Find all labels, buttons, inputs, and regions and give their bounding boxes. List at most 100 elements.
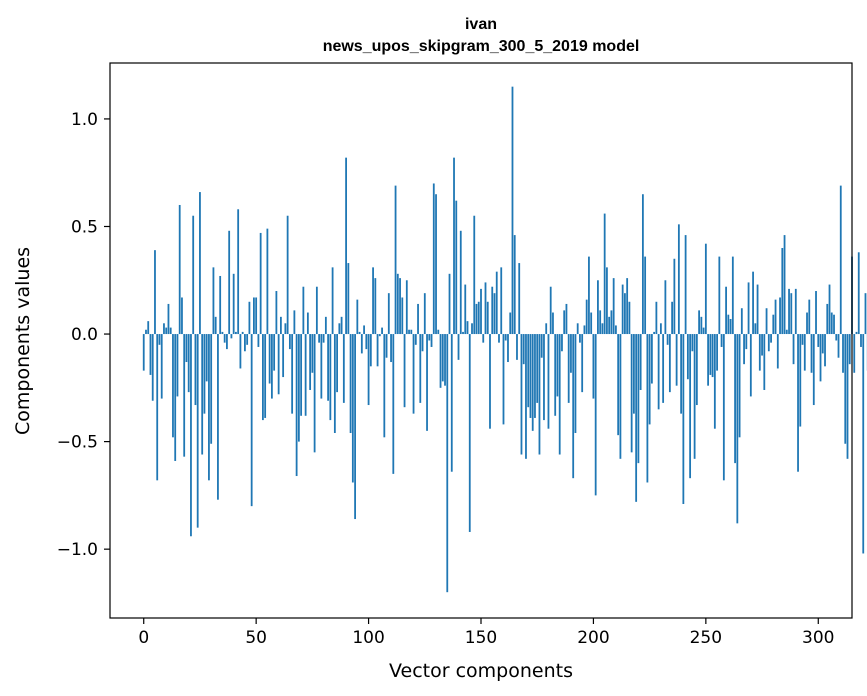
bar: [437, 329, 440, 335]
bar: [230, 334, 233, 339]
bar: [473, 215, 476, 335]
bar: [545, 323, 548, 335]
bar: [846, 334, 849, 459]
bar: [543, 334, 545, 421]
bar: [495, 271, 498, 335]
chart-title-line-1: ivan: [465, 16, 497, 33]
bar: [199, 192, 201, 335]
bar: [592, 334, 595, 399]
bar: [673, 258, 676, 335]
bar: [279, 316, 282, 335]
bar: [689, 334, 692, 479]
bar: [201, 334, 204, 455]
y-tick-label: 0.5: [71, 217, 98, 237]
bar: [304, 334, 307, 416]
bar: [686, 334, 689, 380]
bar: [702, 327, 705, 335]
bar: [401, 297, 404, 335]
bar: [655, 301, 658, 335]
bar: [381, 327, 383, 335]
bar: [700, 316, 703, 335]
bar: [626, 278, 629, 335]
bar: [630, 334, 633, 453]
bar: [606, 267, 608, 335]
bar: [848, 334, 851, 365]
bar: [378, 334, 381, 337]
bar: [480, 288, 482, 335]
bar: [149, 334, 152, 375]
bar: [511, 86, 514, 335]
bar: [779, 297, 781, 335]
bar: [781, 248, 784, 335]
x-tick-label: 50: [245, 628, 267, 648]
bar: [668, 334, 671, 393]
bar: [327, 334, 329, 401]
bar: [817, 334, 820, 347]
bar: [196, 334, 199, 528]
bar: [291, 334, 294, 414]
bar: [147, 321, 150, 335]
bar: [383, 334, 386, 438]
bar: [430, 334, 433, 347]
bar: [745, 334, 748, 350]
bar: [761, 334, 763, 356]
bar: [727, 314, 730, 335]
bar: [284, 323, 287, 335]
bar: [601, 323, 604, 335]
bar: [160, 334, 163, 399]
bar: [273, 334, 276, 371]
bar: [342, 334, 345, 403]
bar: [453, 157, 455, 335]
bar: [563, 310, 566, 335]
bar: [358, 331, 361, 335]
bar: [417, 303, 419, 335]
bar: [783, 235, 786, 335]
bar: [502, 334, 505, 425]
x-tick-label: 0: [138, 628, 149, 648]
bar: [390, 334, 392, 363]
bar: [183, 334, 186, 457]
bar: [457, 334, 460, 360]
bar: [507, 334, 509, 363]
bar: [250, 334, 253, 507]
bar: [711, 334, 714, 378]
bar: [315, 286, 318, 335]
bar: [547, 334, 550, 429]
bar: [666, 334, 669, 345]
bar: [648, 334, 651, 425]
bar: [608, 316, 611, 335]
bar: [572, 334, 575, 479]
bar: [536, 334, 539, 403]
bar: [241, 331, 244, 335]
bar: [722, 334, 725, 481]
bar: [246, 334, 249, 345]
bar: [399, 278, 401, 335]
bar: [257, 334, 260, 347]
bar: [581, 334, 584, 393]
bar: [621, 284, 624, 335]
bar: [639, 334, 642, 390]
bar: [646, 334, 649, 483]
bar: [408, 329, 410, 335]
bar: [484, 282, 487, 335]
bar: [540, 334, 543, 358]
bar: [599, 310, 602, 335]
bar: [617, 334, 620, 436]
bar: [810, 334, 813, 373]
bar: [302, 286, 305, 335]
bar: [612, 278, 615, 335]
bar: [855, 331, 858, 335]
bar: [439, 334, 442, 388]
bar: [504, 334, 507, 341]
bar: [414, 334, 417, 345]
bar: [830, 312, 833, 335]
bar: [698, 310, 700, 335]
bar: [282, 334, 285, 378]
bar: [588, 256, 590, 335]
y-tick-label: −0.5: [57, 433, 98, 453]
bar: [756, 284, 759, 335]
bar: [736, 334, 739, 524]
bar: [747, 282, 750, 335]
bar: [459, 230, 462, 335]
